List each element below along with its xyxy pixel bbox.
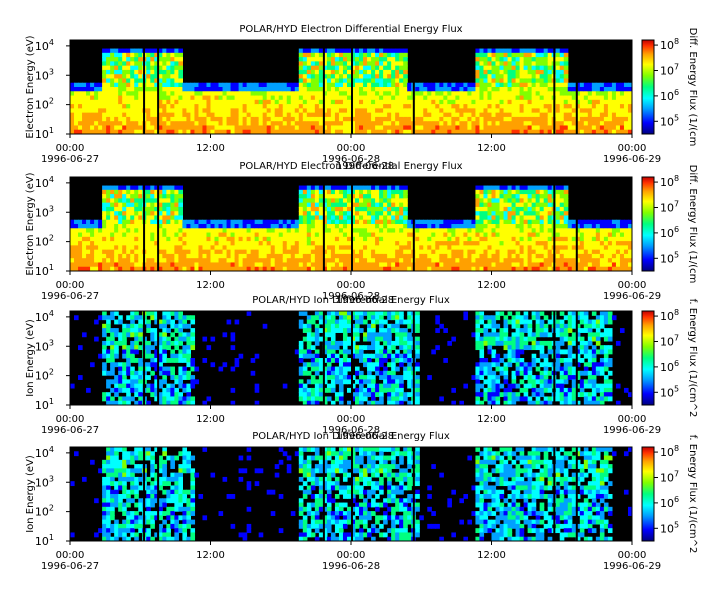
y-tick-label: 101 <box>35 126 54 141</box>
x-tick-date: 1996-06-27 <box>41 291 99 302</box>
panel-title: POLAR/HYD Electron Differential Energy F… <box>239 161 462 172</box>
x-tick-time: 12:00 <box>196 280 225 291</box>
colorbar-tick-label: 106 <box>660 359 679 374</box>
colorbar-tick-label: 106 <box>660 88 679 103</box>
colorbar-gradient <box>641 310 655 406</box>
colorbar-gradient <box>641 39 655 135</box>
colorbar-label: Diff. Energy Flux (1/(cm <box>687 165 698 284</box>
colorbar-label: f. Energy Flux (1/(cm^2 <box>687 435 698 554</box>
x-tick-date: 1996-06-29 <box>603 154 661 165</box>
colorbar-tick-label: 105 <box>660 384 679 399</box>
y-tick-label: 104 <box>35 38 54 53</box>
y-axis-label: Electron Energy (eV) <box>25 172 36 275</box>
x-tick-time: 00:00 <box>618 280 647 291</box>
colorbar-tick-label: 108 <box>660 174 679 189</box>
date-overlay: 1996-06-28 <box>336 295 394 306</box>
x-tick-date: 1996-06-27 <box>41 154 99 165</box>
panel-3: POLAR/HYD Ion Differential Energy Flux19… <box>25 295 698 436</box>
x-tick-time: 12:00 <box>477 414 506 425</box>
spectrogram-cells <box>70 311 632 405</box>
x-tick-date: 1996-06-28 <box>322 561 380 572</box>
y-tick-label: 103 <box>35 338 54 353</box>
y-axis-label: Electron Energy (eV) <box>25 35 36 138</box>
y-tick-label: 103 <box>35 204 54 219</box>
colorbar-tick-label: 105 <box>660 250 679 265</box>
x-tick-time: 00:00 <box>337 143 366 154</box>
x-tick-date: 1996-06-28 <box>322 291 380 302</box>
x-tick-time: 12:00 <box>477 550 506 561</box>
x-tick-time: 00:00 <box>618 414 647 425</box>
y-tick-label: 102 <box>35 504 54 519</box>
panel-title: POLAR/HYD Electron Differential Energy F… <box>239 24 462 35</box>
y-tick-label: 102 <box>35 368 54 383</box>
colorbar-tick-label: 107 <box>660 62 679 77</box>
colorbar-gradient <box>641 446 655 542</box>
spectrogram-cells <box>70 447 632 541</box>
x-tick-time: 00:00 <box>337 550 366 561</box>
y-tick-label: 101 <box>35 533 54 548</box>
x-tick-time: 00:00 <box>56 414 85 425</box>
y-tick-label: 101 <box>35 397 54 412</box>
x-tick-time: 12:00 <box>477 280 506 291</box>
y-axis-label: Ion Energy (eV) <box>25 319 36 397</box>
x-tick-date: 1996-06-27 <box>41 561 99 572</box>
x-tick-date: 1996-06-28 <box>322 425 380 436</box>
colorbar: 105 106 107 108 Diff. Energy Flux (1/(cm <box>641 165 698 284</box>
date-overlay: 1996-06-28 <box>336 431 394 442</box>
x-tick-time: 00:00 <box>56 143 85 154</box>
colorbar-label: Diff. Energy Flux (1/(cm <box>687 28 698 147</box>
x-tick-date: 1996-06-29 <box>603 291 661 302</box>
spectrogram-cells <box>70 40 632 134</box>
panel-1: POLAR/HYD Electron Differential Energy F… <box>25 24 698 165</box>
y-tick-label: 103 <box>35 67 54 82</box>
y-tick-label: 103 <box>35 474 54 489</box>
y-tick-label: 104 <box>35 175 54 190</box>
colorbar-tick-label: 106 <box>660 225 679 240</box>
y-tick-label: 101 <box>35 263 54 278</box>
spectrogram-cells <box>70 177 632 271</box>
x-tick-time: 00:00 <box>56 280 85 291</box>
colorbar-label: f. Energy Flux (1/(cm^2 <box>687 299 698 418</box>
colorbar-tick-label: 108 <box>660 308 679 323</box>
x-tick-time: 00:00 <box>618 143 647 154</box>
x-tick-time: 12:00 <box>196 550 225 561</box>
x-tick-date: 1996-06-28 <box>322 154 380 165</box>
x-tick-time: 12:00 <box>477 143 506 154</box>
colorbar: 105 106 107 108 f. Energy Flux (1/(cm^2 <box>641 435 698 554</box>
colorbar-tick-label: 107 <box>660 469 679 484</box>
x-tick-time: 00:00 <box>337 280 366 291</box>
y-tick-label: 104 <box>35 445 54 460</box>
date-overlay: 1996-06-28 <box>336 161 394 172</box>
x-tick-date: 1996-06-29 <box>603 425 661 436</box>
colorbar: 105 106 107 108 f. Energy Flux (1/(cm^2 <box>641 299 698 418</box>
x-tick-date: 1996-06-29 <box>603 561 661 572</box>
colorbar: 105 106 107 108 Diff. Energy Flux (1/(cm <box>641 28 698 147</box>
colorbar-gradient <box>641 176 655 272</box>
y-tick-label: 102 <box>35 234 54 249</box>
y-tick-label: 102 <box>35 97 54 112</box>
colorbar-tick-label: 108 <box>660 444 679 459</box>
colorbar-tick-label: 105 <box>660 113 679 128</box>
panel-title: POLAR/HYD Ion Differential Energy Flux <box>252 431 450 442</box>
panel-title: POLAR/HYD Ion Differential Energy Flux <box>252 295 450 306</box>
panel-2: POLAR/HYD Electron Differential Energy F… <box>25 161 698 302</box>
colorbar-tick-label: 108 <box>660 37 679 52</box>
y-tick-label: 104 <box>35 309 54 324</box>
panel-4: POLAR/HYD Ion Differential Energy Flux19… <box>25 431 698 572</box>
x-tick-time: 12:00 <box>196 414 225 425</box>
x-tick-time: 00:00 <box>337 414 366 425</box>
colorbar-tick-label: 107 <box>660 333 679 348</box>
x-tick-time: 00:00 <box>56 550 85 561</box>
colorbar-tick-label: 106 <box>660 495 679 510</box>
colorbar-tick-label: 105 <box>660 520 679 535</box>
y-axis-label: Ion Energy (eV) <box>25 455 36 533</box>
x-tick-date: 1996-06-27 <box>41 425 99 436</box>
x-tick-time: 00:00 <box>618 550 647 561</box>
colorbar-tick-label: 107 <box>660 199 679 214</box>
x-tick-time: 12:00 <box>196 143 225 154</box>
